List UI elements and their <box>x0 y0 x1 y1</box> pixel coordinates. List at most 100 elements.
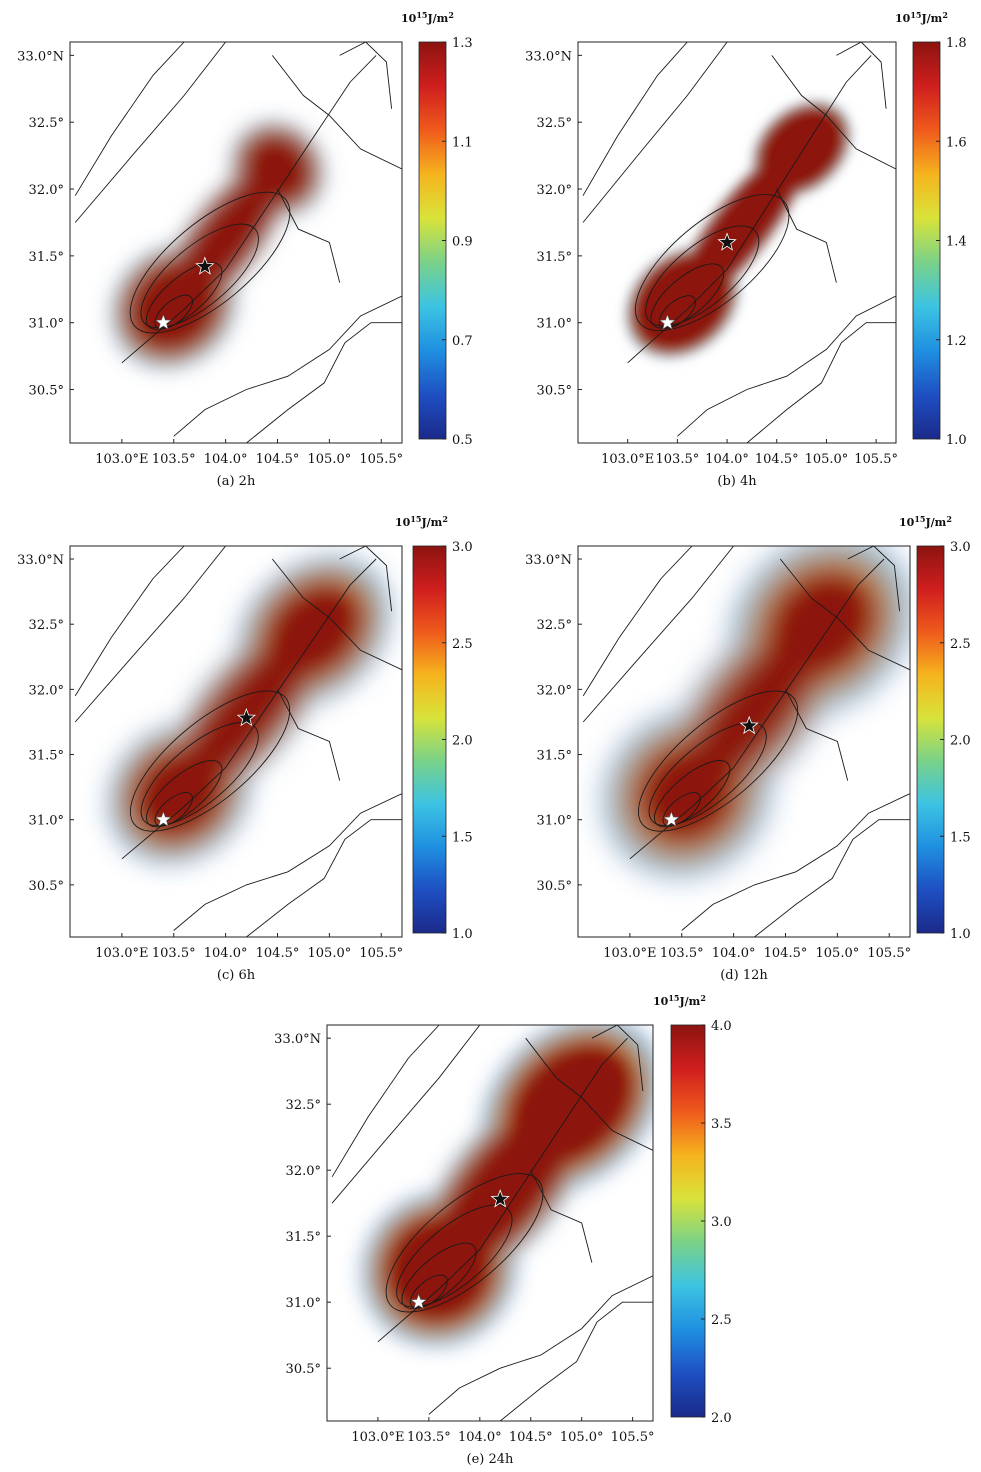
energy-field <box>74 546 402 937</box>
y-tick-label: 32.0° <box>29 683 64 698</box>
x-tick-label: 104.0° <box>705 452 749 467</box>
fault-lines <box>74 42 402 443</box>
colorbar-tick-label: 1.0 <box>950 927 971 942</box>
fault-line-4 <box>779 558 910 671</box>
epicenter-star-icon <box>410 1293 428 1310</box>
y-tick-label: 32.5° <box>537 116 572 131</box>
colorbar-tick-label: 1.0 <box>946 433 967 448</box>
y-tick-label: 33.0°N <box>525 553 572 568</box>
epicenter-star-icon <box>154 810 172 827</box>
y-tick-label: 30.5° <box>537 384 572 399</box>
fault-line-0 <box>582 42 688 196</box>
x-tick-label: 103.0°E <box>95 452 148 467</box>
colorbar-tick-label: 2.0 <box>711 1411 732 1426</box>
y-tick-label: 31.5° <box>537 250 572 265</box>
unit-exp: 15 <box>416 10 427 20</box>
fault-line-2 <box>428 1275 653 1415</box>
fault-line-3 <box>246 819 402 937</box>
panel-e: 103.0°E 103.5° 104.0° 104.5° 105.0° 105.5° 30.… <box>274 993 732 1467</box>
x-tick-label: 104.0° <box>204 946 248 961</box>
plot-frame <box>69 545 403 938</box>
x-tick-label: 103.5° <box>407 1430 451 1445</box>
colorbar-tick-label: 2.5 <box>452 637 473 652</box>
contour-ring-2 <box>401 1242 477 1309</box>
panel-d: 103.0°E 103.5° 104.0° 104.5° 105.0° 105.5° 30.… <box>525 514 971 983</box>
colorbar-unit-label: 1015J/m2 <box>895 10 948 25</box>
unit-base: 10 <box>395 516 411 529</box>
fault-line-3 <box>746 322 896 443</box>
contour-ring-2 <box>146 760 223 828</box>
panel-caption: (e) 24h <box>467 1452 515 1467</box>
x-tick-label: 104.5° <box>256 946 300 961</box>
contour-ring-3 <box>662 792 701 827</box>
colorbar-tick-label: 1.5 <box>452 830 473 845</box>
colorbar-tick-label: 1.1 <box>452 135 473 150</box>
contour-ring-2 <box>654 760 731 828</box>
fault-line-4 <box>271 55 402 170</box>
fault-line-0 <box>74 42 185 196</box>
contour-ring-2 <box>145 262 223 330</box>
fault-line-2 <box>681 793 910 931</box>
x-tick-label: 104.5° <box>509 1430 553 1445</box>
colorbar-tick-label: 1.2 <box>946 334 967 349</box>
unit-sq: 2 <box>942 10 948 20</box>
y-tick-label: 31.0° <box>537 317 572 332</box>
y-tick-label: 30.5° <box>537 879 572 894</box>
epicenter-star-icon <box>154 313 172 330</box>
fault-line-3 <box>754 819 910 937</box>
contour-ring-1 <box>396 1204 513 1308</box>
x-tick-label: 103.0°E <box>95 946 148 961</box>
unit-sq: 2 <box>700 993 706 1003</box>
energy-field <box>582 546 910 937</box>
x-tick-label: 105.5° <box>359 946 403 961</box>
x-tick-label: 103.0°E <box>351 1430 404 1445</box>
unit-exp: 15 <box>910 10 921 20</box>
energy-layers <box>112 122 324 367</box>
contour-ring-3 <box>409 1274 448 1309</box>
colorbar <box>412 545 447 934</box>
y-tick-label: 33.0°N <box>17 553 64 568</box>
contour-ring-0 <box>634 194 790 332</box>
y-tick-label: 33.0°N <box>525 49 572 64</box>
plot-frame <box>69 41 403 444</box>
panel-caption: (b) 4h <box>717 474 757 489</box>
fault-line-6 <box>277 188 341 283</box>
colorbar <box>916 545 945 934</box>
energy-field <box>582 42 896 443</box>
colorbar-tick-label: 2.0 <box>950 734 971 749</box>
y-tick-label: 32.0° <box>537 183 572 198</box>
x-tick-label: 104.5° <box>755 452 799 467</box>
y-tick-label: 32.5° <box>537 618 572 633</box>
plot-frame <box>326 1024 654 1422</box>
fault-line-6 <box>277 689 341 781</box>
fault-line-1 <box>331 1025 481 1204</box>
fault-line-5 <box>847 546 901 612</box>
plot-frame <box>577 41 897 444</box>
y-tick-label: 31.5° <box>537 749 572 764</box>
x-tick-label: 105.5° <box>867 946 911 961</box>
y-tick-label: 30.5° <box>29 384 64 399</box>
unit-base: 10 <box>653 995 669 1008</box>
contour-ring-2 <box>650 263 725 329</box>
colorbar-tick-label: 1.4 <box>946 235 967 250</box>
contour-ring-1 <box>645 225 760 327</box>
fault-line-1 <box>74 546 226 723</box>
y-tick-label: 31.5° <box>29 250 64 265</box>
fault-line-2 <box>173 295 402 437</box>
y-tick-label: 31.5° <box>286 1230 321 1245</box>
x-tick-label: 105.5° <box>359 452 403 467</box>
fault-line-5 <box>339 546 393 612</box>
colorbar-tick-label: 0.9 <box>452 235 473 250</box>
unit-exp: 15 <box>410 514 421 524</box>
x-tick-label: 105.0° <box>308 452 352 467</box>
energy-field <box>74 42 402 443</box>
fault-line-7 <box>121 558 377 860</box>
unit-sq: 2 <box>946 514 952 524</box>
fault-line-2 <box>677 295 896 437</box>
fault-lines <box>331 1025 653 1421</box>
fault-lines <box>74 546 402 937</box>
x-tick-label: 103.5° <box>656 452 700 467</box>
unit-base: 10 <box>899 516 915 529</box>
aftershock-star-icon <box>195 256 215 275</box>
y-tick-label: 31.0° <box>286 1296 321 1311</box>
